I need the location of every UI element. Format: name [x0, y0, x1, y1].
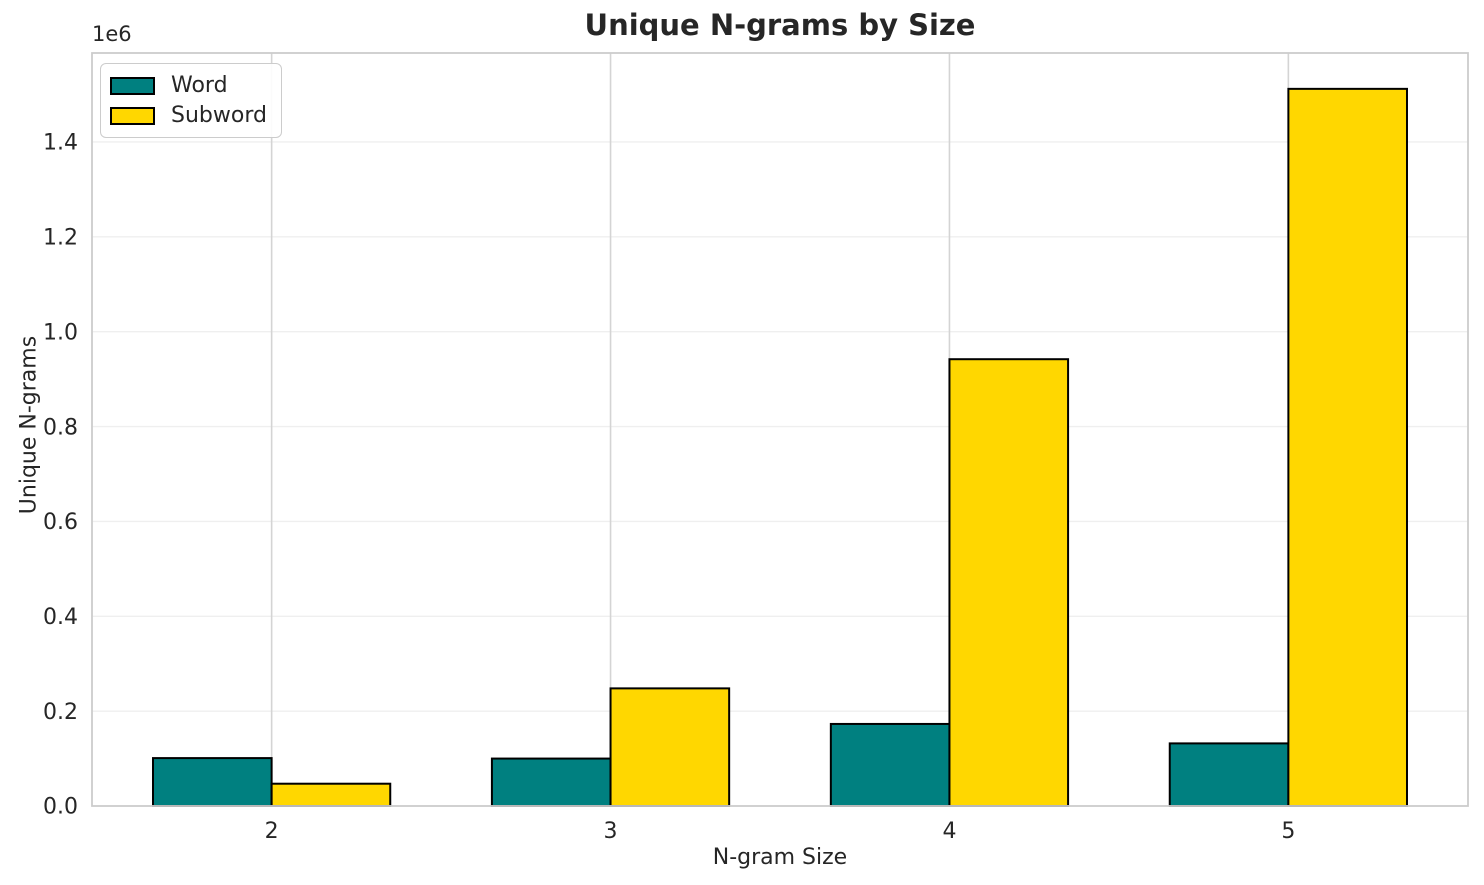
legend-item-subword: Subword [110, 101, 267, 130]
legend-label-word: Word [171, 72, 228, 98]
bar-subword-2 [270, 782, 392, 808]
y-tick-label: 1.2 [43, 226, 78, 251]
bar-word-2 [152, 757, 273, 808]
bar-word-5 [1168, 742, 1290, 807]
axes-spines [91, 52, 1469, 807]
x-tick-label: 3 [604, 819, 618, 844]
legend-item-word: Word [110, 71, 267, 100]
y-tick-label: 0.2 [43, 700, 78, 725]
x-tick-label: 2 [265, 819, 279, 844]
bar-word-3 [490, 757, 612, 808]
y-tick-label: 1.4 [43, 131, 78, 156]
chart-title: Unique N-grams by Size [584, 8, 976, 42]
word-swatch [110, 76, 155, 95]
bar-subword-3 [609, 687, 731, 808]
x-tick-label: 5 [1281, 819, 1295, 844]
bar-subword-5 [1287, 87, 1408, 808]
legend: Word Subword [100, 63, 282, 138]
bar-word-4 [829, 722, 951, 808]
y-tick-label: 1.0 [43, 320, 78, 345]
y-tick-label: 0.4 [43, 605, 78, 630]
y-tick-label: 0.6 [43, 510, 78, 535]
y-axis-offset-label: 1e6 [92, 22, 132, 46]
y-axis-label: Unique N-grams [16, 335, 42, 515]
y-tick-label: 0.8 [43, 415, 78, 440]
bar-subword-4 [948, 358, 1070, 807]
x-axis-label: N-gram Size [712, 845, 848, 870]
subword-swatch [110, 106, 155, 125]
legend-label-subword: Subword [171, 102, 267, 128]
y-tick-label: 0.0 [43, 795, 78, 820]
x-tick-label: 4 [942, 819, 956, 844]
